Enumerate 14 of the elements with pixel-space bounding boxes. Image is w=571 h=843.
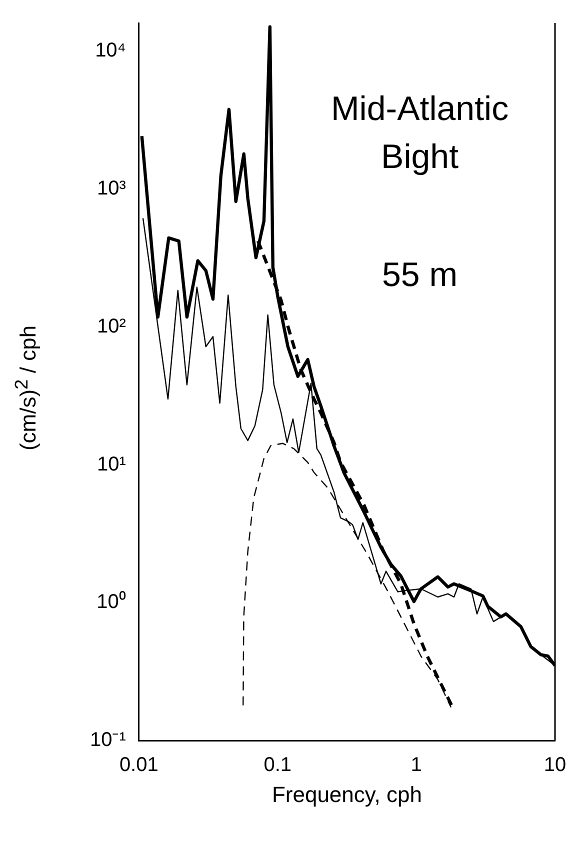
- y-tick-label: 10¹: [97, 453, 126, 476]
- y-tick-label: 10⁻¹: [90, 729, 126, 752]
- x-axis-title: Frequency, cph: [272, 782, 422, 807]
- annotation: Bight: [381, 138, 460, 176]
- annotation: Mid-Atlantic: [330, 90, 509, 128]
- annotation: 55 m: [382, 256, 458, 294]
- x-tick-label: 10: [544, 754, 566, 776]
- y-tick-label: 10²: [97, 315, 126, 338]
- y-tick-label: 10³: [97, 178, 126, 200]
- x-tick-label: 0.01: [119, 754, 158, 776]
- y-tick-label: 10⁴: [95, 40, 126, 62]
- x-tick-label: 1: [410, 754, 422, 776]
- y-tick-label: 10⁰: [96, 590, 126, 614]
- x-tick-label: 0.1: [264, 754, 292, 776]
